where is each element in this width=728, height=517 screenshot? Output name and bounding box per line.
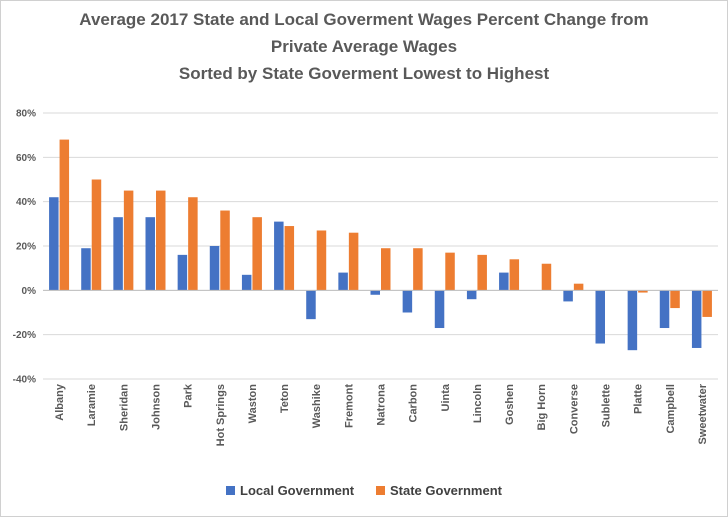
bar-local <box>434 290 445 329</box>
bar-state <box>59 139 70 291</box>
bar-local <box>370 290 380 295</box>
bar-local <box>402 290 413 313</box>
bar-state <box>702 290 712 317</box>
chart-title-line-2: Private Average Wages <box>270 37 458 56</box>
x-tick-label: Lincoln <box>472 384 484 423</box>
bar-state <box>381 248 391 291</box>
x-tick-label: Campbell <box>665 384 677 434</box>
x-tick-label: Waston <box>247 384 259 424</box>
legend-swatch <box>226 486 235 495</box>
bar-state <box>252 217 262 291</box>
bar-state <box>445 252 455 291</box>
gridlines <box>43 112 718 380</box>
bar-local <box>81 248 91 291</box>
bar-local <box>338 272 348 291</box>
x-tick-label: Sweetwater <box>697 383 709 444</box>
y-tick-label: 80% <box>16 109 36 120</box>
legend-label: State Government <box>390 483 503 498</box>
bar-local <box>563 290 573 302</box>
bar-state <box>91 179 102 291</box>
bar-local <box>241 274 252 291</box>
x-tick-label: Teton <box>279 384 291 413</box>
legend-swatch <box>376 486 385 495</box>
bar-state <box>284 226 295 291</box>
bar-local <box>49 197 59 291</box>
x-tick-label: Natrona <box>376 383 388 425</box>
bar-state <box>188 197 198 291</box>
bar-state <box>413 248 423 291</box>
x-tick-label: Johnson <box>151 384 163 430</box>
bar-local <box>466 290 477 300</box>
bar-local <box>627 290 638 351</box>
y-tick-label: 60% <box>16 153 36 164</box>
x-tick-label: Laramie <box>86 384 98 426</box>
bar-local <box>659 290 670 329</box>
bar-local <box>177 254 188 291</box>
x-tick-label: Fremont <box>343 384 355 428</box>
legend: Local Government State Government <box>226 483 503 498</box>
bar-state <box>573 283 584 291</box>
y-tick-label: 0% <box>22 286 37 297</box>
chart-title-line-3: Sorted by State Goverment Lowest to High… <box>178 64 550 83</box>
bar-state <box>670 290 680 309</box>
x-tick-label: Goshen <box>504 384 516 425</box>
x-tick-label: Albany <box>54 383 66 421</box>
bar-local <box>499 272 509 291</box>
bar-state <box>638 290 648 293</box>
bar-local <box>145 217 155 291</box>
bar-local <box>274 221 284 291</box>
bar-state <box>220 210 230 291</box>
chart-title-line-1: Average 2017 State and Local Goverment W… <box>79 10 649 29</box>
y-tick-label: -20% <box>13 330 36 341</box>
x-tick-label: Platte <box>633 384 645 414</box>
bar-state <box>348 232 359 291</box>
bar-local <box>306 290 316 320</box>
bars <box>43 139 718 351</box>
x-tick-label: Carbon <box>408 384 420 423</box>
bar-local <box>113 217 123 291</box>
x-tick-label: Hot Springs <box>215 384 227 446</box>
x-tick-label: Big Horn <box>536 384 548 431</box>
bar-state <box>541 263 552 291</box>
x-tick-label: Uinta <box>440 383 452 411</box>
bar-state <box>123 190 134 291</box>
y-tick-label: 20% <box>16 242 36 253</box>
bar-local <box>209 246 220 291</box>
bar-state <box>509 259 520 291</box>
chart-title: Average 2017 State and Local Goverment W… <box>0 6 728 87</box>
x-tick-label: Sheridan <box>118 384 130 431</box>
bar-state <box>316 230 327 291</box>
y-tick-label: 40% <box>16 197 36 208</box>
x-axis: Albany Laramie Sheridan Johnson Park Hot Spri… <box>54 383 709 446</box>
y-tick-label: -40% <box>13 375 36 386</box>
bar-state <box>477 254 487 291</box>
bar-state <box>156 190 166 291</box>
bar-local <box>691 290 702 348</box>
bar-local <box>595 290 605 344</box>
x-tick-label: Washike <box>311 384 323 428</box>
y-axis: 80% 60% 40% 20% 0% -20% -40% <box>13 109 36 386</box>
legend-label: Local Government <box>240 483 355 498</box>
x-tick-label: Sublette <box>601 384 613 427</box>
x-tick-label: Converse <box>568 384 580 434</box>
x-tick-label: Park <box>183 383 195 408</box>
